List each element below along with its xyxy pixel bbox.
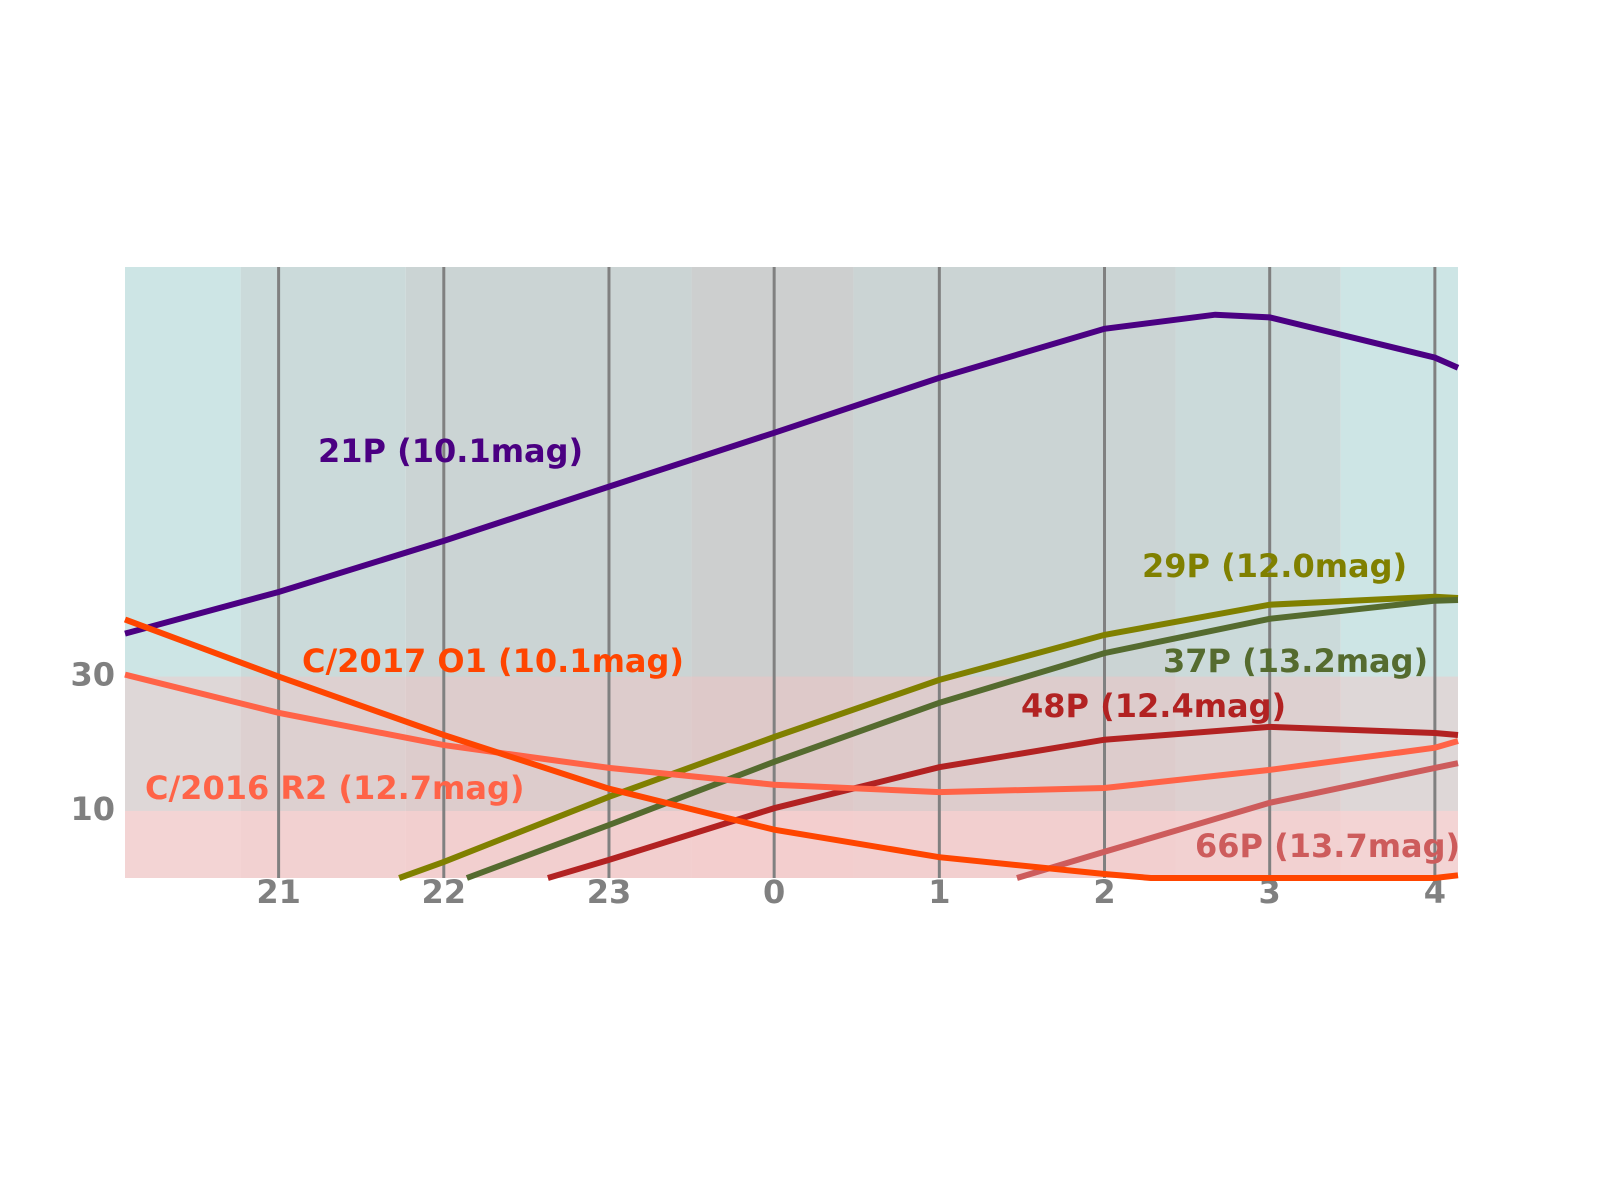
x-tick-label: 2 <box>1093 873 1115 911</box>
series-line <box>398 593 1459 881</box>
series-label: 48P (12.4mag) <box>1021 687 1286 725</box>
series-label: 66P (13.7mag) <box>1195 827 1460 865</box>
series-label: 29P (12.0mag) <box>1142 547 1407 585</box>
y-tick-label: 10 <box>70 790 115 828</box>
series-line <box>124 671 1459 796</box>
x-tick-label: 3 <box>1259 873 1281 911</box>
x-tick-label: 4 <box>1424 873 1446 911</box>
night-band <box>125 267 241 878</box>
series-label: 21P (10.1mag) <box>318 432 583 470</box>
y-tick-label: 30 <box>70 656 115 694</box>
series-label: C/2016 R2 (12.7mag) <box>145 769 524 807</box>
altitude-zone <box>125 810 1458 878</box>
x-tick-label: 22 <box>422 873 467 911</box>
series-line <box>1016 760 1459 881</box>
series-line <box>465 597 1459 881</box>
x-tick-label: 21 <box>256 873 301 911</box>
series-line <box>547 723 1459 881</box>
night-band <box>405 267 692 878</box>
series-label: C/2017 O1 (10.1mag) <box>302 642 684 680</box>
x-tick-label: 1 <box>928 873 950 911</box>
series-line <box>124 311 1460 637</box>
x-tick-label: 0 <box>763 873 785 911</box>
night-band <box>240 267 406 878</box>
x-tick-label: 23 <box>587 873 632 911</box>
series-label: 37P (13.2mag) <box>1163 642 1428 680</box>
series-line <box>123 616 1459 881</box>
